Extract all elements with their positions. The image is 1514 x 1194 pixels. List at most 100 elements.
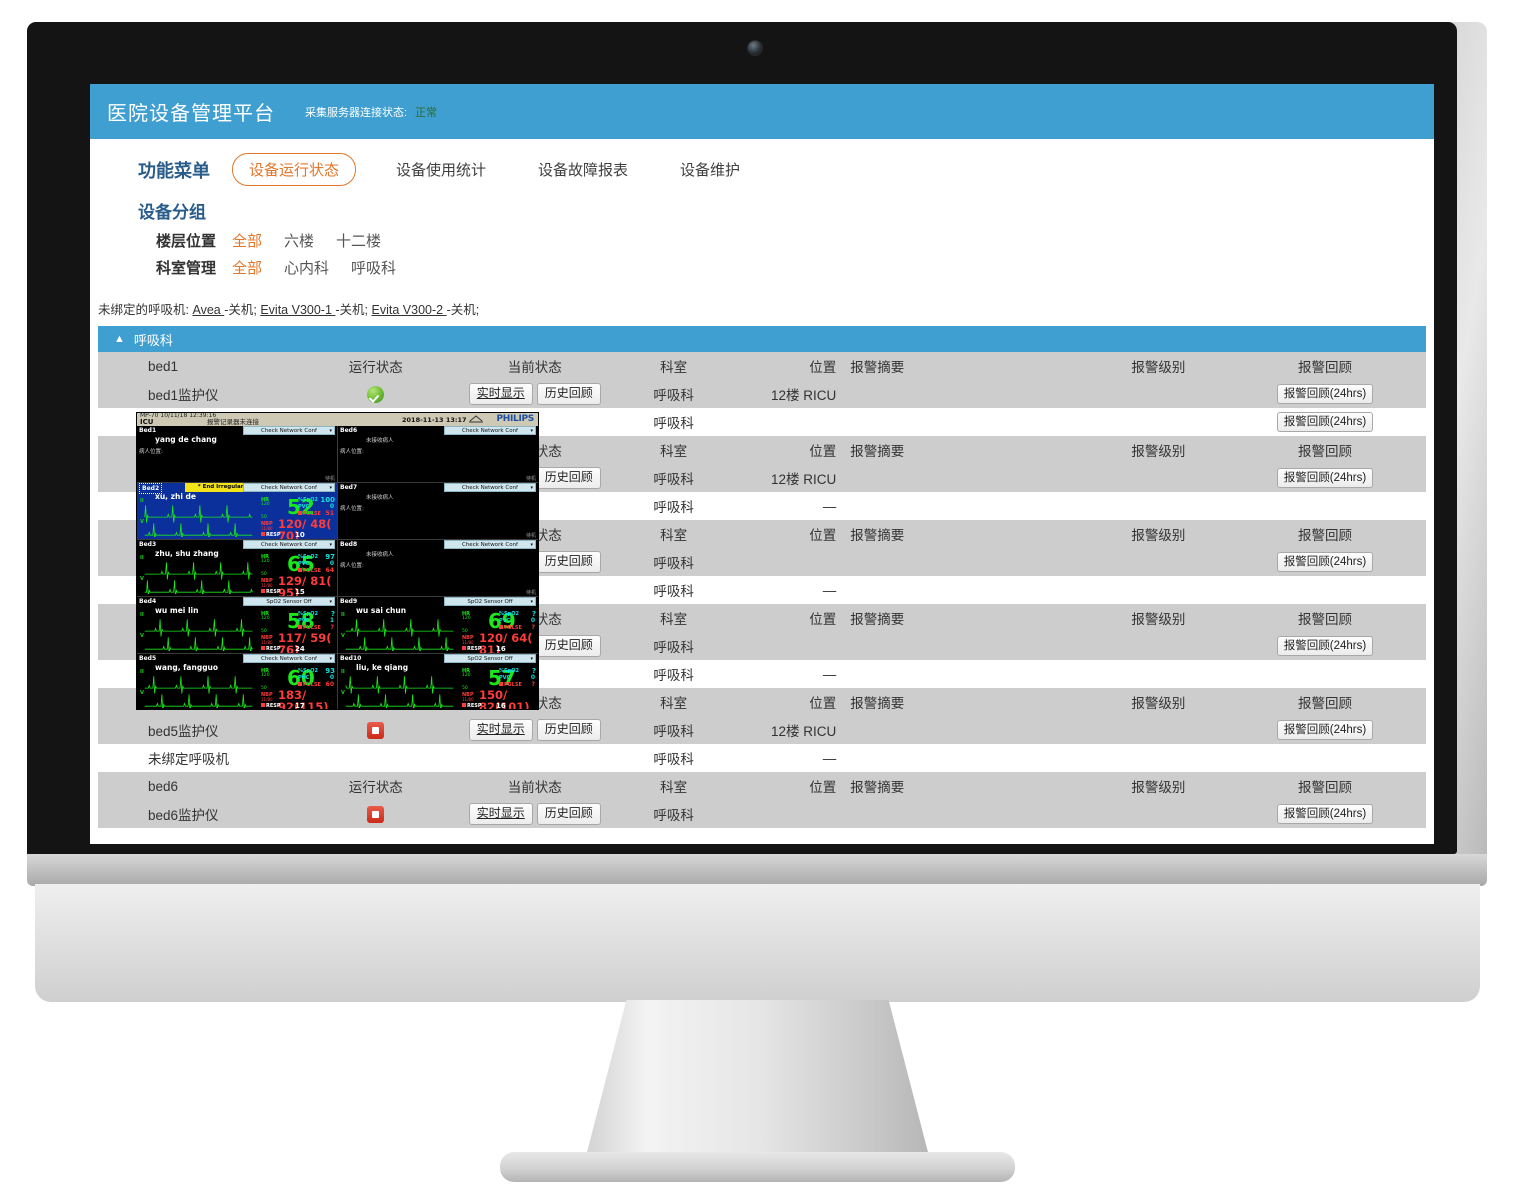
history-review-button[interactable]: 历史回顾 (536, 719, 601, 741)
tab-device-usage-stats[interactable]: 设备使用统计 (396, 162, 487, 179)
history-review-button[interactable]: 历史回顾 (536, 803, 601, 825)
tab-device-fault-report[interactable]: 设备故障报表 (538, 162, 629, 179)
location-cell (729, 800, 840, 828)
philips-bed-header: Bed4 SpO2 Sensor Off ▾ (137, 597, 337, 606)
alarm-review-24hrs-button[interactable]: 报警回顾(24hrs) (1276, 467, 1374, 489)
filter-dept-respiratory[interactable]: 呼吸科 (351, 260, 397, 277)
philips-bed-panel[interactable]: Bed8 Check Network Conf ▾ 未接收病人 病人位置: 待机 (338, 540, 538, 597)
unbound-vent-avea-link[interactable]: Avea (192, 303, 225, 317)
philips-bed-panel[interactable]: Bed2 * End Irregular HR Check Network Conf… (137, 483, 338, 540)
filter-dept-all[interactable]: 全部 (232, 260, 263, 277)
philips-bed-panel[interactable]: Bed4 SpO2 Sensor Off ▾ wu mei lin II V HR 120 50… (137, 597, 338, 654)
history-review-button[interactable]: 历史回顾 (536, 467, 601, 489)
alarm-review-24hrs-button[interactable]: 报警回顾(24hrs) (1276, 411, 1374, 433)
philips-conf-dropdown[interactable]: SpO2 Sensor Off ▾ (243, 597, 335, 606)
alarm-review-24hrs-button[interactable]: 报警回顾(24hrs) (1276, 719, 1374, 741)
philips-bed-panel[interactable]: Bed1 Check Network Conf ▾ yang de chang 病人位置… (137, 426, 338, 483)
alarm-review-cell: 报警回顾(24hrs) (1224, 408, 1426, 436)
live-display-button[interactable]: 实时显示 (468, 719, 533, 741)
alarm-review-24hrs-button[interactable]: 报警回顾(24hrs) (1276, 551, 1374, 573)
department-section-header[interactable]: ▲ 呼吸科 (98, 326, 1426, 352)
filter-floor-12[interactable]: 十二楼 (336, 233, 382, 250)
department-cell: 呼吸科 (653, 668, 694, 683)
philips-bed-panel[interactable]: Bed9 SpO2 Sensor Off ▾ wu sai chun II V HR 120 5… (338, 597, 538, 654)
philips-resp-value: 10 (295, 531, 305, 539)
philips-spo2-value: ? (531, 667, 536, 675)
philips-conf-dropdown[interactable]: SpO2 Sensor Off ▾ (444, 654, 536, 663)
chevron-down-icon: ▾ (329, 656, 332, 662)
unbound-vent-evita1-link[interactable]: Evita V300-1 (260, 303, 336, 317)
col-header-location: 位置 (809, 696, 837, 711)
department-cell: 呼吸科 (653, 388, 694, 403)
alarm-level-cell (1093, 660, 1224, 688)
philips-spo2-value: ? (330, 610, 335, 618)
philips-hr-value: 65 (287, 552, 315, 576)
tab-device-maintenance[interactable]: 设备维护 (680, 162, 741, 179)
philips-conf-dropdown[interactable]: Check Network Conf ▾ (444, 540, 536, 549)
philips-monitor-overlay-window[interactable]: MP-70 10/11/18 12:39:16 ICU 报警记录器未连接 201… (136, 412, 539, 710)
philips-conf-dropdown[interactable]: Check Network Conf ▾ (243, 426, 335, 435)
philips-recorder-status: 报警记录器未连接 (207, 418, 259, 426)
department-cell: 呼吸科 (653, 640, 694, 655)
history-review-button[interactable]: 历史回顾 (536, 383, 601, 405)
filter-dept-cardiology[interactable]: 心内科 (284, 260, 330, 277)
philips-bed-panel[interactable]: Bed3 Check Network Conf ▾ zhu, shu zhang II V… (137, 540, 338, 597)
philips-hr-label: HR (462, 668, 471, 674)
location-cell: 12楼 RICU (770, 724, 837, 739)
col-header-department: 科室 (660, 780, 688, 795)
filter-floor-all[interactable]: 全部 (232, 233, 263, 250)
alarm-review-cell: 报警回顾(24hrs) (1224, 632, 1426, 660)
alarm-review-cell (1224, 660, 1426, 688)
alarm-review-24hrs-button[interactable]: 报警回顾(24hrs) (1276, 635, 1374, 657)
philips-bed-panel[interactable]: Bed7 Check Network Conf ▾ 未接收病人 病人位置: 待机 (338, 483, 538, 540)
live-display-button[interactable]: 实时显示 (468, 383, 533, 405)
philips-conf-dropdown[interactable]: Check Network Conf ▾ (444, 483, 536, 492)
unbound-vent-avea-state: -关机; (224, 303, 257, 317)
monitor-stand-neck (585, 1000, 930, 1160)
philips-resp-label: RESP (261, 589, 281, 595)
history-review-button[interactable]: 历史回顾 (536, 635, 601, 657)
unbound-vent-evita2-link[interactable]: Evita V300-2 (371, 303, 447, 317)
philips-pulse-value: 64 (325, 567, 334, 574)
philips-bed-panel[interactable]: Bed6 Check Network Conf ▾ 未接收病人 病人位置: 待机 (338, 426, 538, 483)
philips-alarm-banner: * End Irregular HR (185, 483, 267, 492)
philips-patient-name: zhu, shu zhang (155, 549, 219, 558)
philips-hr-lower-limit: 50 (261, 515, 267, 520)
unbound-vent-evita1-state: -关机; (335, 303, 369, 317)
philips-hr-label: HR (261, 554, 270, 560)
filter-row-department: 科室管理 全部 心内科 呼吸科 (90, 254, 1434, 281)
philips-pulse-label: PULSE (298, 682, 321, 688)
philips-nbp-value: 120/ 48( 70) (278, 517, 332, 540)
col-header-department: 科室 (660, 528, 688, 543)
col-header-run-status: 运行状态 (348, 360, 403, 375)
filter-floor-6[interactable]: 六楼 (284, 233, 315, 250)
alarm-level-cell (1093, 380, 1224, 408)
alarm-review-24hrs-button[interactable]: 报警回顾(24hrs) (1276, 383, 1374, 405)
alarm-review-cell: 报警回顾(24hrs) (1224, 380, 1426, 408)
philips-spo2-value: ? (531, 610, 536, 618)
philips-conf-dropdown[interactable]: Check Network Conf ▾ (444, 426, 536, 435)
alarm-dot-icon (261, 589, 265, 593)
philips-resp-value: 15 (295, 588, 305, 596)
philips-conf-dropdown[interactable]: SpO2 Sensor Off ▾ (444, 597, 536, 606)
alarm-summary-cell (840, 716, 1092, 744)
history-review-button[interactable]: 历史回顾 (536, 551, 601, 573)
live-display-button[interactable]: 实时显示 (468, 803, 533, 825)
alarm-review-24hrs-button[interactable]: 报警回顾(24hrs) (1276, 803, 1374, 825)
philips-hr-label: HR (261, 611, 270, 617)
philips-spo2-label: %SpO2 (298, 497, 318, 503)
tab-device-run-status[interactable]: 设备运行状态 (232, 153, 357, 186)
philips-ecg-waveform (144, 505, 253, 537)
alarm-summary-cell (840, 548, 1092, 576)
function-menu-label: 功能菜单 (138, 160, 210, 181)
philips-pvc-value: 0 (329, 503, 334, 510)
philips-pulse-label: PULSE (298, 625, 321, 631)
philips-conf-dropdown[interactable]: Check Network Conf ▾ (243, 483, 335, 492)
philips-bed-panel[interactable]: Bed10 SpO2 Sensor Off ▾ liu, ke qiang II V HR 1… (338, 654, 538, 709)
filter-row-floor: 楼层位置 全部 六楼 十二楼 (90, 227, 1434, 254)
philips-conf-dropdown[interactable]: Check Network Conf ▾ (243, 540, 335, 549)
philips-spo2-label: %SpO2 (298, 668, 318, 674)
philips-bed-grid: Bed1 Check Network Conf ▾ yang de chang 病人位置… (137, 426, 538, 709)
philips-conf-dropdown[interactable]: Check Network Conf ▾ (243, 654, 335, 663)
philips-bed-panel[interactable]: Bed5 Check Network Conf ▾ wang, fangguo II V H… (137, 654, 338, 709)
